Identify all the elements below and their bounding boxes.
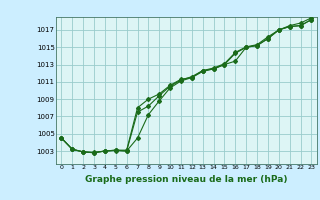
X-axis label: Graphe pression niveau de la mer (hPa): Graphe pression niveau de la mer (hPa) (85, 175, 288, 184)
